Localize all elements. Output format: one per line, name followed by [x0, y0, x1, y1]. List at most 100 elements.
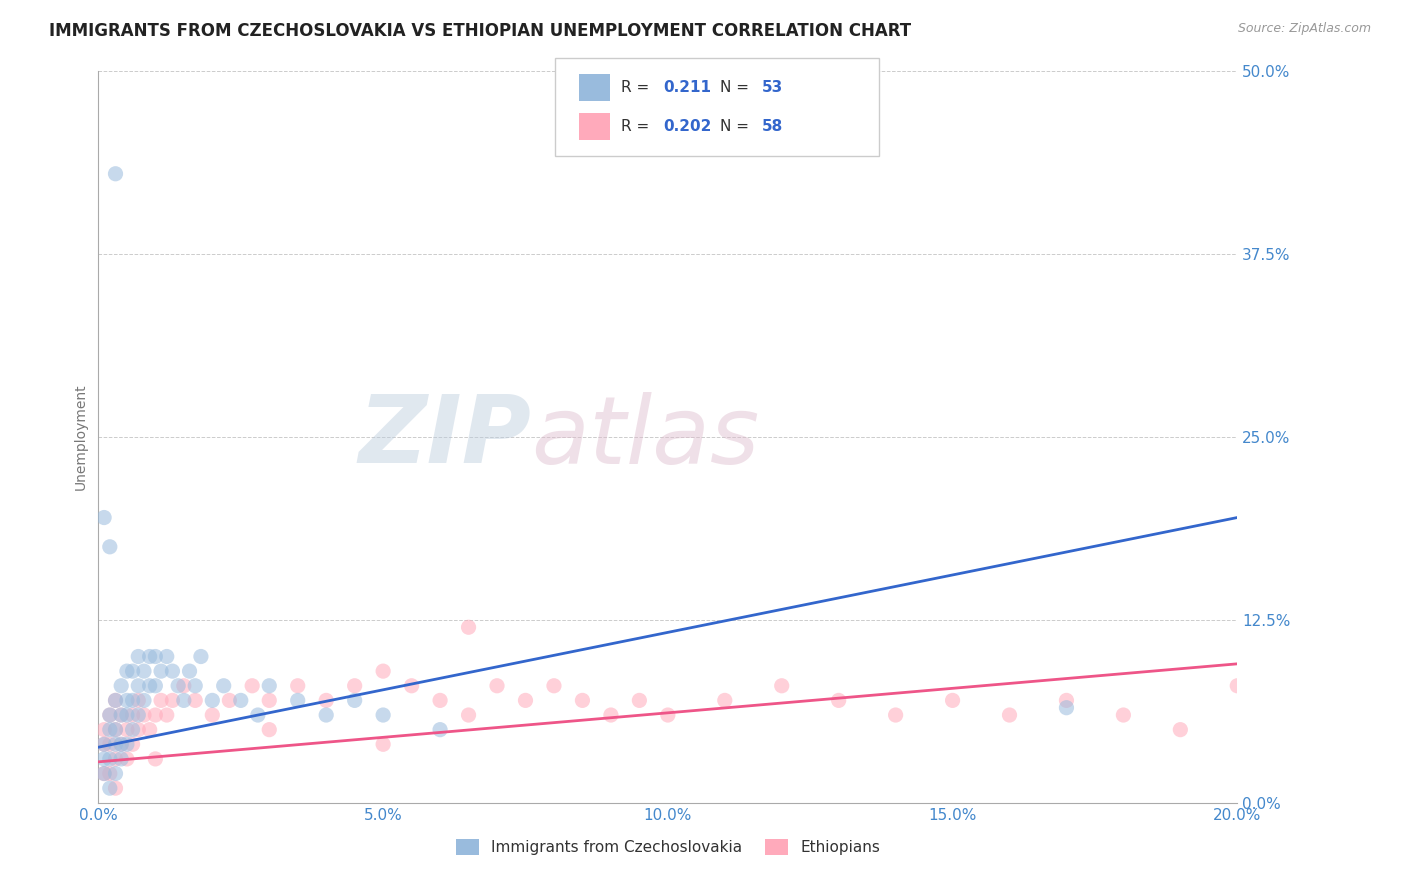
Point: [150, 693, 173, 707]
Point: [98, 540, 121, 554]
Point: [121, 664, 143, 678]
Text: 53: 53: [762, 80, 783, 95]
Point: [543, 679, 565, 693]
Point: [259, 679, 281, 693]
Point: [770, 679, 793, 693]
Point: [138, 649, 160, 664]
Point: [657, 708, 679, 723]
Point: [98, 781, 121, 796]
Point: [1056, 693, 1078, 707]
Point: [162, 693, 184, 707]
Text: R =: R =: [621, 120, 655, 134]
Point: [145, 649, 167, 664]
Point: [373, 664, 395, 678]
Point: [201, 708, 224, 723]
Point: [229, 693, 252, 707]
Point: [98, 737, 121, 751]
Point: [145, 679, 167, 693]
Point: [457, 708, 479, 723]
Point: [121, 737, 143, 751]
Point: [1170, 723, 1192, 737]
Point: [127, 649, 149, 664]
Text: IMMIGRANTS FROM CZECHOSLOVAKIA VS ETHIOPIAN UNEMPLOYMENT CORRELATION CHART: IMMIGRANTS FROM CZECHOSLOVAKIA VS ETHIOP…: [49, 22, 911, 40]
Point: [173, 679, 195, 693]
Point: [98, 752, 121, 766]
Point: [259, 693, 281, 707]
Text: atlas: atlas: [531, 392, 759, 483]
Point: [93, 766, 115, 780]
Point: [287, 693, 309, 707]
Point: [190, 649, 212, 664]
Point: [115, 723, 138, 737]
Point: [287, 679, 309, 693]
Point: [138, 723, 160, 737]
Point: [98, 766, 121, 780]
Point: [104, 781, 127, 796]
Point: [373, 737, 395, 751]
Point: [93, 766, 115, 780]
Point: [212, 679, 235, 693]
Point: [93, 752, 115, 766]
Point: [98, 708, 121, 723]
Point: [110, 708, 132, 723]
Point: [628, 693, 651, 707]
Point: [115, 693, 138, 707]
Point: [515, 693, 537, 707]
Point: [127, 679, 149, 693]
Text: 0.202: 0.202: [664, 120, 711, 134]
Point: [104, 766, 127, 780]
Point: [457, 620, 479, 634]
Point: [104, 723, 127, 737]
Point: [162, 664, 184, 678]
Point: [343, 679, 366, 693]
Point: [884, 708, 907, 723]
Point: [93, 510, 115, 524]
Point: [714, 693, 737, 707]
Text: ZIP: ZIP: [359, 391, 531, 483]
Point: [173, 693, 195, 707]
Point: [104, 723, 127, 737]
Point: [179, 664, 201, 678]
Point: [373, 708, 395, 723]
Text: N =: N =: [720, 80, 754, 95]
Point: [132, 708, 155, 723]
Point: [115, 708, 138, 723]
Point: [184, 693, 207, 707]
Point: [127, 693, 149, 707]
Point: [104, 693, 127, 707]
Point: [600, 708, 623, 723]
Point: [1056, 700, 1078, 714]
Point: [201, 693, 224, 707]
Point: [110, 708, 132, 723]
Point: [259, 723, 281, 737]
Point: [127, 723, 149, 737]
Point: [121, 693, 143, 707]
Point: [104, 752, 127, 766]
Point: [828, 693, 851, 707]
Text: 0.211: 0.211: [664, 80, 711, 95]
Point: [167, 679, 190, 693]
Point: [343, 693, 366, 707]
Point: [132, 664, 155, 678]
Text: 58: 58: [762, 120, 783, 134]
Point: [110, 737, 132, 751]
Point: [429, 693, 451, 707]
Point: [138, 679, 160, 693]
Point: [121, 723, 143, 737]
Point: [145, 752, 167, 766]
Point: [429, 723, 451, 737]
Point: [110, 752, 132, 766]
Point: [156, 649, 179, 664]
Y-axis label: Unemployment: Unemployment: [73, 384, 87, 491]
Point: [93, 723, 115, 737]
Point: [240, 679, 263, 693]
Point: [942, 693, 965, 707]
Point: [571, 693, 593, 707]
Point: [132, 693, 155, 707]
Point: [115, 752, 138, 766]
Point: [150, 664, 173, 678]
Point: [486, 679, 509, 693]
Point: [145, 708, 167, 723]
Point: [1112, 708, 1135, 723]
Text: N =: N =: [720, 120, 754, 134]
